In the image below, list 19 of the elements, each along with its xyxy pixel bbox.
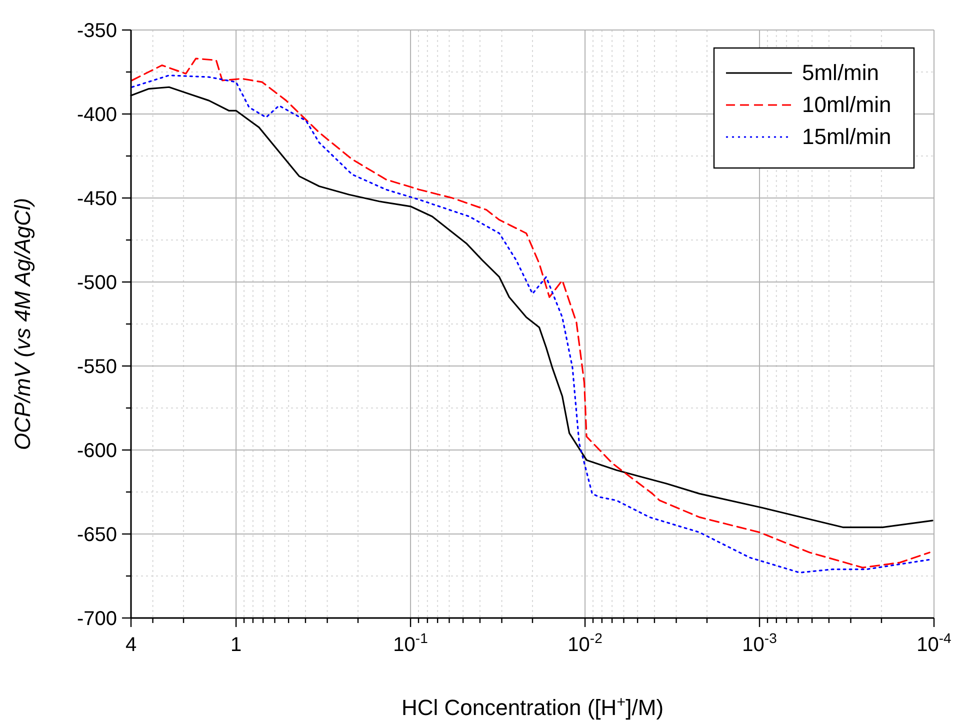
x-axis-title: HCl Concentration ([H$^{+}$]/M) — [401, 694, 664, 720]
y-tick-label: -400 — [76, 104, 117, 126]
y-tick-label: -700 — [76, 608, 117, 630]
legend-label: 5ml/min — [802, 60, 880, 85]
y-tick-label: -550 — [76, 356, 117, 378]
x-tick-label: 10$^{-2}$ — [568, 630, 603, 656]
x-tick-label: 10$^{-3}$ — [742, 630, 778, 656]
y-tick-label: -500 — [76, 272, 117, 294]
legend-label: 10ml/min — [802, 92, 892, 117]
y-tick-label: -450 — [76, 188, 117, 210]
y-tick-label: -350 — [76, 20, 117, 42]
legend-label: 15ml/min — [802, 124, 892, 149]
y-axis-title: OCP/mV (vs 4M Ag/AgCl) — [10, 198, 35, 450]
x-tick-label: 10$^{-1}$ — [393, 630, 428, 656]
y-tick-label: -650 — [76, 524, 117, 546]
y-tick-label: -600 — [76, 440, 117, 462]
x-tick-label: 4 — [125, 634, 137, 656]
x-tick-label: 10$^{-4}$ — [916, 630, 952, 656]
x-tick-label: 1 — [230, 634, 242, 656]
